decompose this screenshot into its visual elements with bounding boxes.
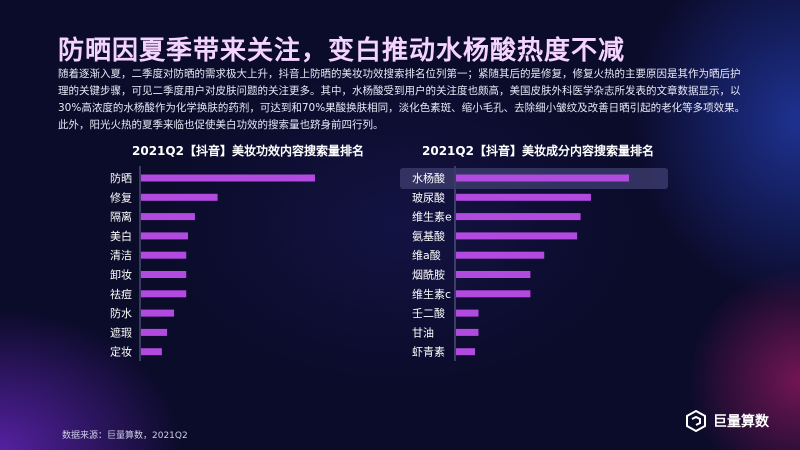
bar (141, 309, 175, 317)
chart-title-ingredient: 2021Q2【抖音】美妆成分内容搜索量排名 (422, 144, 654, 158)
juliang-logo-icon (686, 410, 706, 432)
bar (456, 328, 479, 336)
bar (141, 290, 187, 298)
category-label: 烟酰胺 (412, 268, 445, 282)
category-label: 维生素e (412, 210, 452, 224)
bar (141, 213, 195, 221)
bar (456, 193, 591, 201)
bar (456, 271, 531, 278)
data-source-note: 数据来源：巨量算数，2021Q2 (62, 431, 188, 441)
category-label: 清洁 (110, 249, 132, 262)
category-label: 虾青素 (412, 346, 445, 359)
category-label: 祛痘 (110, 287, 132, 301)
bar (456, 348, 476, 356)
bar (141, 271, 187, 278)
category-label: 氨基酸 (412, 229, 445, 243)
category-label: 防水 (110, 306, 132, 320)
bar (456, 232, 578, 240)
category-label: 甘油 (412, 325, 434, 339)
category-label: 防晒 (110, 171, 132, 185)
category-label: 维生素c (412, 287, 451, 301)
brand-logo: 巨量算数 (685, 410, 769, 432)
category-label: 修复 (110, 190, 132, 204)
bar (141, 328, 168, 336)
page-title: 防晒因夏季带来关注，变白推动水杨酸热度不减 (58, 36, 626, 66)
bar (141, 174, 315, 182)
bar (141, 193, 218, 201)
category-label: 定妆 (110, 345, 132, 359)
bar (456, 213, 581, 221)
chart-title-efficacy: 2021Q2【抖音】美妆功效内容搜索量排名 (132, 144, 364, 158)
bar (456, 309, 479, 317)
category-label: 水杨酸 (412, 171, 445, 185)
category-label: 遮瑕 (110, 325, 132, 339)
bar (456, 251, 545, 259)
category-label: 维a酸 (412, 248, 441, 262)
bar (141, 251, 187, 259)
intro-paragraph: 随着逐渐入夏，二季度对防晒的需求极大上升，抖音上防晒的美妆功效搜索排名位列第一；… (58, 68, 746, 131)
category-label: 壬二酸 (412, 306, 445, 320)
category-label: 美白 (110, 229, 132, 243)
bar (141, 348, 162, 356)
category-label: 卸妆 (110, 268, 132, 282)
category-label: 隔离 (110, 210, 132, 224)
bar (456, 174, 629, 182)
bar (456, 290, 531, 298)
category-label: 玻尿酸 (412, 190, 445, 204)
logo-text: 巨量算数 (713, 414, 769, 430)
bar (141, 232, 188, 240)
